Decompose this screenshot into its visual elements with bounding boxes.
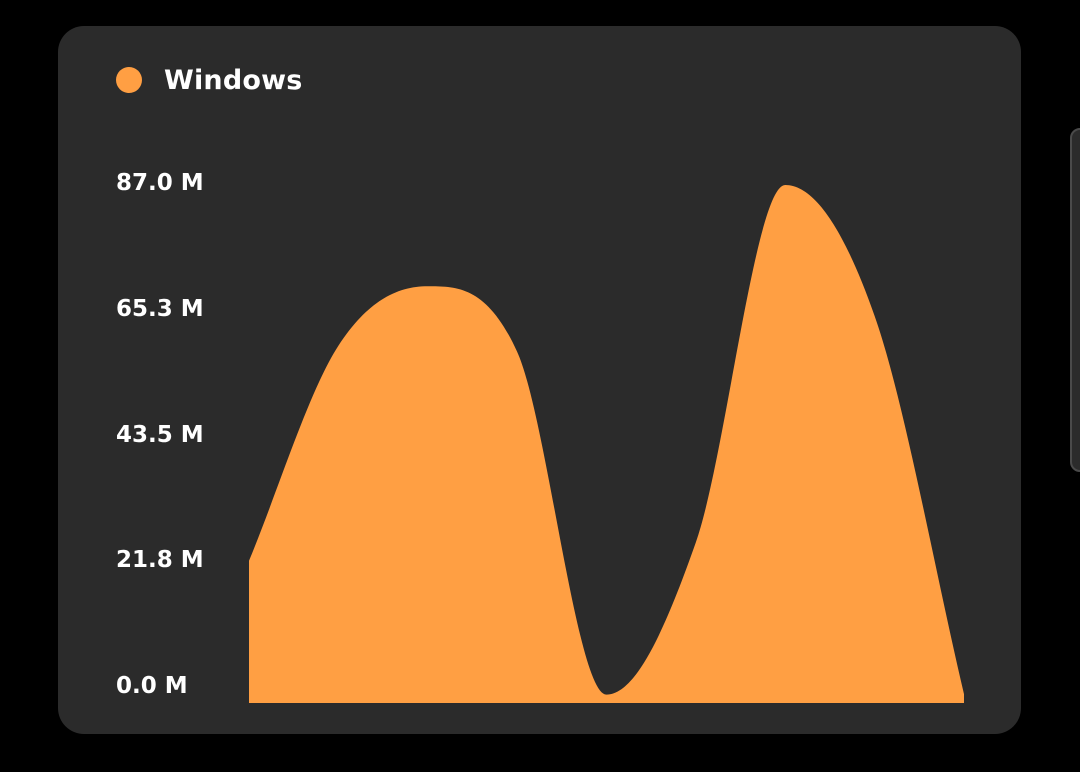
plot-area — [249, 185, 964, 703]
legend-label-windows: Windows — [164, 64, 303, 96]
y-tick-label-0: 87.0 M — [116, 170, 204, 196]
y-tick-label-1: 65.3 M — [116, 296, 204, 322]
legend[interactable]: Windows — [116, 64, 303, 96]
legend-swatch-windows — [116, 67, 142, 93]
y-tick-label-2: 43.5 M — [116, 422, 204, 448]
y-tick-label-3: 21.8 M — [116, 547, 204, 573]
y-tick-label-4: 0.0 M — [116, 673, 188, 699]
area-series-windows[interactable] — [249, 185, 964, 703]
chart-card: Windows 87.0 M 65.3 M 43.5 M 21.8 M 0.0 … — [58, 26, 1021, 734]
scrollbar[interactable] — [1070, 128, 1080, 472]
